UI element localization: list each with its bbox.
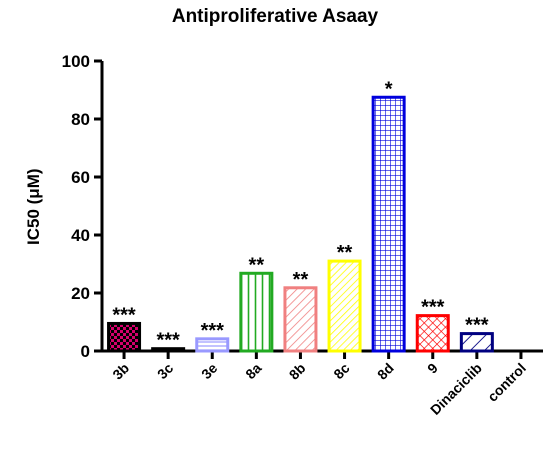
x-tick-label: 3b — [109, 360, 132, 383]
bar-8c — [327, 259, 362, 353]
y-tick-label: 60 — [71, 168, 90, 187]
x-tick-label: 8a — [242, 360, 264, 382]
bar-3c — [151, 347, 186, 353]
y-tick-label: 20 — [71, 284, 90, 303]
x-tick-label: 8d — [374, 360, 397, 383]
x-tick-label: 9 — [424, 360, 441, 377]
y-tick-label: 40 — [71, 226, 90, 245]
bar-9 — [415, 314, 450, 353]
bar-dinaciclib — [459, 332, 494, 353]
y-tick-label: 0 — [81, 342, 90, 361]
x-tick-label: 8b — [286, 360, 309, 383]
significance-label: ** — [249, 254, 265, 276]
y-tick-label: 80 — [71, 110, 90, 129]
x-tick-label: 3e — [198, 360, 220, 382]
significance-label: * — [385, 78, 393, 100]
significance-label: *** — [465, 315, 489, 337]
significance-label: *** — [421, 297, 445, 319]
chart-title: Antiproliferative Asaay — [171, 6, 379, 27]
significance-label: ** — [337, 242, 353, 264]
significance-label: *** — [156, 330, 180, 352]
x-tick-label: control — [484, 360, 529, 405]
bar-3e — [195, 337, 230, 353]
x-tick-label: 3c — [154, 360, 176, 382]
bar-8a — [239, 271, 274, 353]
axes: 0 20 40 60 80 100 — [62, 52, 543, 361]
labels: 3b***3c***3e***8a**8b**8c**8d*9***Dinaci… — [109, 78, 529, 418]
bars — [107, 95, 494, 353]
y-tick-label: 100 — [62, 52, 90, 71]
bar-8d — [371, 95, 406, 353]
significance-label: ** — [293, 269, 309, 291]
significance-label: *** — [201, 320, 225, 342]
bar-8b — [283, 286, 318, 353]
bar-3b — [107, 321, 142, 353]
x-tick-label: 8c — [330, 360, 352, 382]
significance-label: *** — [112, 304, 136, 326]
